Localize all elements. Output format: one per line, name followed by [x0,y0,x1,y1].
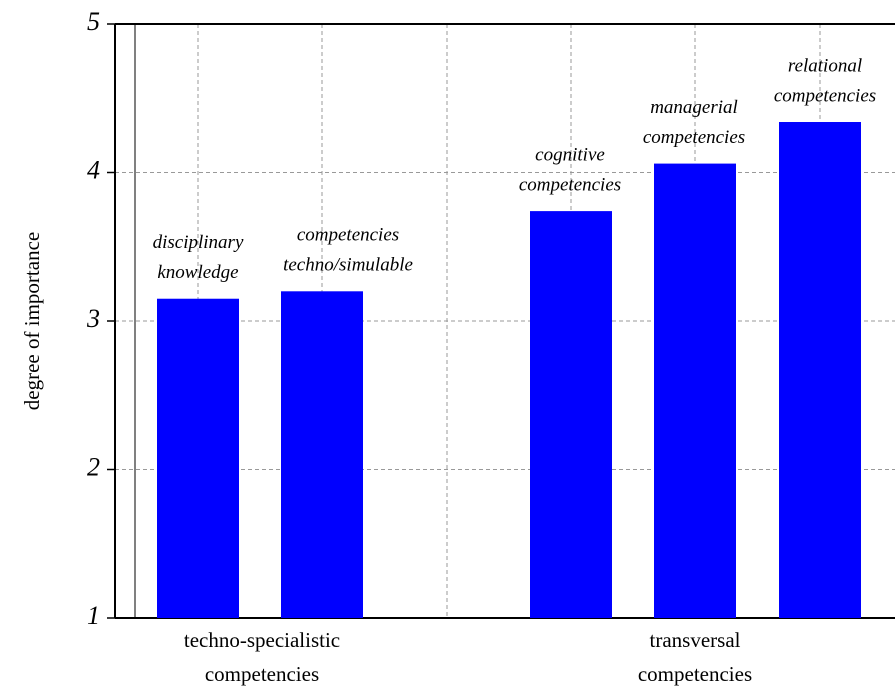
bar-label: disciplinary [153,232,244,253]
y-tick-label: 3 [86,304,100,333]
bar-label: techno/simulable [283,255,413,276]
x-group-label: transversal [650,628,741,652]
bar [157,298,239,618]
y-tick-label: 5 [87,7,100,36]
bar-label: competencies [519,174,621,195]
bar-label: relational [788,55,862,76]
y-tick-label: 2 [87,452,100,481]
bar [281,291,363,618]
bar-label: managerial [650,97,738,118]
y-axis-label: degree of importance [20,232,44,410]
x-group-label: techno-specialistic [184,628,340,652]
bar [530,211,612,619]
y-tick-label: 4 [87,155,100,184]
bar-label: cognitive [535,144,605,165]
bar-label: competencies [774,85,876,106]
bar-label: knowledge [157,262,238,283]
bar-label: competencies [643,127,745,148]
bar [654,163,736,618]
x-group-label: competencies [205,662,319,686]
y-tick-label: 1 [87,601,100,630]
bar-label: competencies [297,225,399,246]
x-group-label: competencies [638,662,752,686]
bar [779,122,861,618]
